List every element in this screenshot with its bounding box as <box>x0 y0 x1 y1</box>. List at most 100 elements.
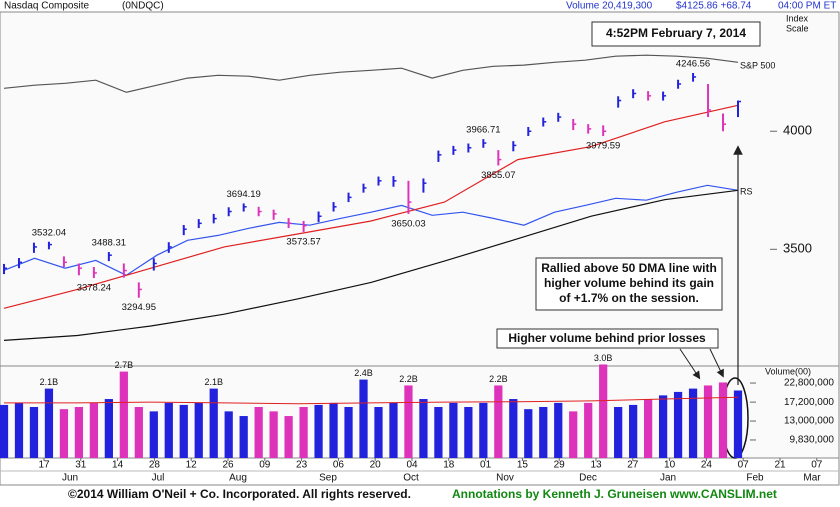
volume-bar <box>44 388 54 458</box>
y-tick-label: 3500 <box>783 241 812 256</box>
price-annotation: 3488.31 <box>92 238 126 249</box>
x-tick-label: 06 <box>333 460 345 471</box>
volume-bar <box>554 402 563 458</box>
scale-label: Scale <box>786 23 809 33</box>
volume-bar <box>374 407 383 458</box>
volume-bar <box>59 409 69 458</box>
volume-bar <box>209 388 218 458</box>
volume-label: 2.2B <box>399 374 418 384</box>
indicator-line <box>3 54 739 93</box>
volume-bar <box>299 407 308 458</box>
volume-bar <box>733 390 743 458</box>
arrow <box>679 348 701 380</box>
x-tick-label: 15 <box>517 460 529 471</box>
x-tick-label: 14 <box>112 460 124 471</box>
volume-bar <box>658 395 668 458</box>
y-tick-label: 4000 <box>783 123 812 138</box>
volume-ma <box>4 396 739 405</box>
volume-bar <box>539 407 548 458</box>
price-annotation: 4246.56 <box>676 59 710 70</box>
x-tick-label: 13 <box>590 460 602 471</box>
volume-bar <box>314 404 323 458</box>
price-annotation: 3532.04 <box>32 227 66 238</box>
volume-bar <box>644 399 653 458</box>
x-tick-label: 09 <box>259 460 271 471</box>
volume-bar <box>673 391 683 458</box>
callout-text: higher volume behind its gain <box>544 276 714 290</box>
volume-bar <box>0 404 9 458</box>
price-annotation: 3378.24 <box>77 283 111 294</box>
volume-bar <box>104 399 113 458</box>
volume-bar <box>703 385 713 458</box>
volume-tick-label: 13,000,000 <box>784 416 834 427</box>
callout-box <box>535 257 723 311</box>
plot-frame <box>0 11 840 459</box>
volume-bar <box>524 409 533 458</box>
arrow <box>709 348 724 378</box>
x-tick-label: 31 <box>75 460 87 471</box>
header-price: $4125.86 +68.74 <box>676 1 752 12</box>
footer-annotation: Annotations by Kenneth J. Gruneisen www.… <box>452 487 777 501</box>
price-annotation: 3855.07 <box>481 170 515 181</box>
volume-bar <box>74 407 84 458</box>
x-tick-label: 01 <box>480 460 492 471</box>
footer-copyright: ©2014 William O'Neil + Co. Incorporated.… <box>68 487 411 501</box>
volume-label: 2.4B <box>354 368 373 378</box>
x-tick-label: 27 <box>627 460 639 471</box>
volume-bar <box>389 402 398 458</box>
volume-tick-label: 17,200,000 <box>784 397 834 408</box>
x-tick-label: 20 <box>370 460 382 471</box>
month-label: Oct <box>403 473 419 484</box>
volume-bar <box>494 385 503 458</box>
x-tick-label: 21 <box>774 460 786 471</box>
title: Nasdaq Composite <box>4 1 89 12</box>
month-label: Jan <box>660 473 676 484</box>
month-label: Aug <box>229 473 247 484</box>
line-label: RS <box>740 187 753 197</box>
month-label: Feb <box>746 473 764 484</box>
volume-bar <box>629 404 638 458</box>
volume-bar <box>254 407 263 458</box>
month-label: Sep <box>319 473 337 484</box>
timestamp: 4:52PM February 7, 2014 <box>606 26 746 40</box>
x-tick-label: 28 <box>149 460 161 471</box>
x-tick-label: 04 <box>406 460 418 471</box>
volume-bar <box>509 399 518 458</box>
price-annotation: 3650.03 <box>391 218 425 229</box>
month-label: Nov <box>496 473 514 484</box>
callout-text: Rallied above 50 DMA line with <box>541 261 717 275</box>
header-volume: Volume 20,419,300 <box>566 1 653 12</box>
volume-bar <box>434 407 443 458</box>
x-tick-label: 12 <box>186 460 198 471</box>
x-tick-label: 23 <box>296 460 308 471</box>
volume-bar <box>584 402 593 458</box>
volume-bar <box>164 402 173 458</box>
volume-axis-label: Volume(00) <box>765 366 811 376</box>
indicator-line <box>3 104 739 309</box>
volume-bar <box>194 402 203 458</box>
callout-box <box>496 328 719 349</box>
price-annotation: 3294.95 <box>122 302 156 313</box>
month-label: Mar <box>803 473 821 484</box>
volume-bar <box>718 382 728 458</box>
price-annotation: 3979.59 <box>586 141 620 152</box>
volume-bar <box>614 407 623 458</box>
volume-label: 2.1B <box>204 377 223 387</box>
volume-tick-label: 9,830,000 <box>790 435 835 446</box>
volume-bar <box>449 402 458 458</box>
volume-bar <box>134 407 143 458</box>
x-tick-label: 18 <box>443 460 455 471</box>
month-label: Jun <box>62 473 78 484</box>
volume-bar <box>419 399 428 458</box>
volume-bar <box>224 411 233 458</box>
volume-label: 2.1B <box>40 377 59 387</box>
callout-text: Higher volume behind prior losses <box>508 331 706 345</box>
volume-bar <box>569 411 578 458</box>
indicator-line <box>3 189 739 341</box>
volume-label: 3.0B <box>594 353 613 363</box>
scale-label: Index <box>786 13 809 23</box>
volume-tick-label: 22,800,000 <box>784 378 834 389</box>
volume-bar <box>119 371 128 458</box>
volume-bar <box>89 402 98 458</box>
